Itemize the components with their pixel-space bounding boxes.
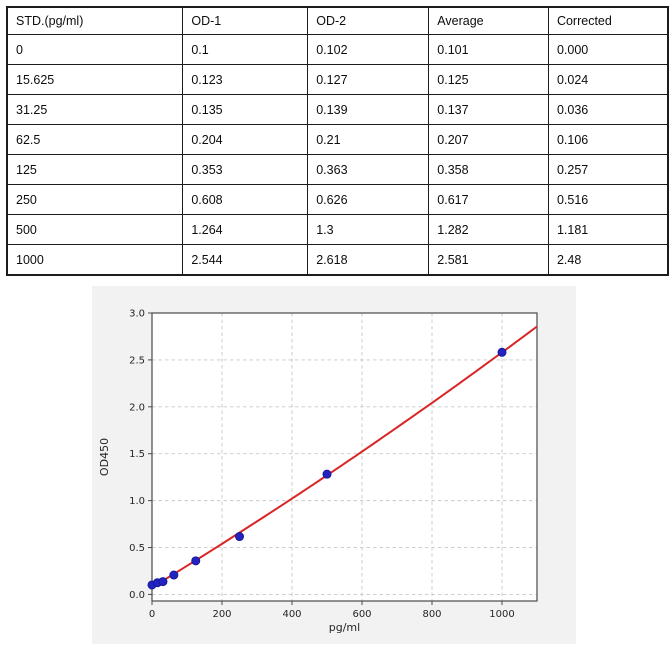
column-header: OD-1 [182,6,309,35]
column-header: OD-2 [307,6,430,35]
table-row: 15.625 0.123 0.127 0.125 0.024 [6,64,669,95]
chart-canvas: 0 200 400 600 800 1000 0.0 0.5 1.0 1.5 2.0 2.5 3.0 pg… [98,309,538,634]
y-tick-label: 3.0 [129,309,145,320]
table-row: 1000 2.544 2.618 2.581 2.48 [6,244,669,276]
table-cell: 0.000 [547,34,669,65]
fit-line [151,325,538,589]
table-cell: 0.102 [307,34,430,65]
table-cell: 0.358 [428,154,549,185]
y-tick-label: 2.5 [129,355,145,366]
table-cell: 0.204 [182,124,309,155]
table-cell: 1.282 [428,214,549,245]
table-cell: 0.101 [428,34,549,65]
table-row: 31.25 0.135 0.139 0.137 0.036 [6,94,669,125]
table-cell: 2.618 [307,244,430,276]
table-cell: 1.264 [182,214,309,245]
table-cell: 0.106 [547,124,669,155]
table-cell: 0.1 [182,34,309,65]
table-row: 500 1.264 1.3 1.282 1.181 [6,214,669,245]
table-cell: 62.5 [6,124,184,155]
standards-table: STD.(pg/ml) OD-1 OD-2 Average Corrected 0 0.1… [6,6,669,276]
plot-area [152,313,537,601]
table-cell: 2.544 [182,244,309,276]
x-tick-label: 400 [282,609,301,620]
table-cell: 0.024 [547,64,669,95]
table-cell: 0.135 [182,94,309,125]
data-point [191,556,201,566]
table-cell: 0.125 [428,64,549,95]
y-tick-label: 0.0 [129,590,145,601]
table-cell: 1000 [6,244,184,276]
table-cell: 0.363 [307,154,430,185]
table-body: 0 0.1 0.102 0.101 0.000 15.625 0.123 0.127 0.125… [6,34,669,276]
table-cell: 0.516 [547,184,669,215]
x-tick-label: 600 [352,609,371,620]
table-cell: 0.257 [547,154,669,185]
table-cell: 250 [6,184,184,215]
table-cell: 0.036 [547,94,669,125]
data-point [497,347,507,357]
table-cell: 2.581 [428,244,549,276]
y-axis-label: OD450 [98,438,111,476]
table-row: 62.5 0.204 0.21 0.207 0.106 [6,124,669,155]
table-cell: 0 [6,34,184,65]
y-tick-label: 1.0 [129,496,145,507]
data-point [158,577,168,587]
y-tick-label: 0.5 [129,543,145,554]
table-cell: 0.127 [307,64,430,95]
data-point [235,532,244,542]
table-cell: 31.25 [6,94,184,125]
column-header: STD.(pg/ml) [6,6,184,35]
x-tick-label: 1000 [489,609,514,620]
x-tick-label: 800 [422,609,441,620]
table-header-row: STD.(pg/ml) OD-1 OD-2 Average Corrected [6,6,669,35]
table-row: 125 0.353 0.363 0.358 0.257 [6,154,669,185]
table-cell: 1.3 [307,214,430,245]
x-tick-label: 0 [149,609,155,620]
y-tick-label: 2.0 [129,402,145,413]
table-cell: 0.139 [307,94,430,125]
data-point [169,570,179,580]
column-header: Average [428,6,549,35]
table-cell: 0.353 [182,154,309,185]
table-cell: 0.617 [428,184,549,215]
table-cell: 1.181 [547,214,669,245]
standard-curve-chart: 0 200 400 600 800 1000 0.0 0.5 1.0 1.5 2.0 2.5 3.0 pg… [92,286,576,644]
y-tick-label: 1.5 [129,449,145,460]
table-cell: 0.137 [428,94,549,125]
table-cell: 15.625 [6,64,184,95]
table-cell: 0.608 [182,184,309,215]
plot-frame [151,312,538,602]
table-cell: 2.48 [547,244,669,276]
data-point [322,469,332,479]
table-cell: 0.207 [428,124,549,155]
x-tick-label: 200 [212,609,231,620]
table-cell: 125 [6,154,184,185]
table-cell: 0.21 [307,124,430,155]
column-header: Corrected [547,6,669,35]
x-axis-label: pg/ml [329,621,360,634]
table-cell: 0.626 [307,184,430,215]
table-row: 250 0.608 0.626 0.617 0.516 [6,184,669,215]
table-cell: 500 [6,214,184,245]
table-cell: 0.123 [182,64,309,95]
table-row: 0 0.1 0.102 0.101 0.000 [6,34,669,65]
